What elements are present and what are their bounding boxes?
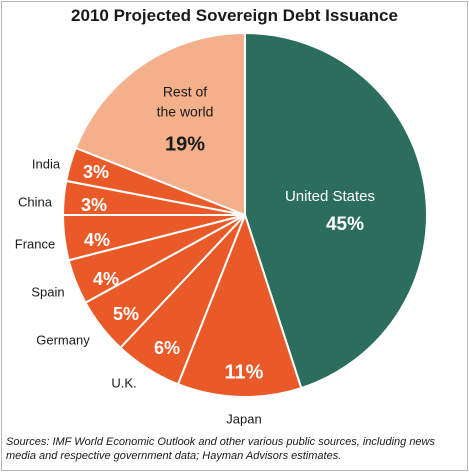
slice-label-united-states: United States bbox=[285, 188, 375, 205]
slice-value-india: 3% bbox=[83, 162, 109, 182]
slice-value-rest-of-the-world: 19% bbox=[165, 133, 205, 155]
slice-label-spain: Spain bbox=[31, 284, 64, 299]
chart-title: 2010 Projected Sovereign Debt Issuance bbox=[71, 6, 398, 25]
slice-value-spain: 4% bbox=[93, 269, 119, 289]
slice-label-u-k: U.K. bbox=[111, 375, 136, 390]
slice-value-china: 3% bbox=[81, 195, 107, 215]
source-note: Sources: IMF World Economic Outlook and … bbox=[6, 436, 435, 462]
slice-label-china: China bbox=[18, 194, 53, 209]
slice-label-rest-of-the-world-line1: Rest of bbox=[163, 84, 207, 100]
slice-value-france: 4% bbox=[84, 230, 110, 250]
slice-label-japan: Japan bbox=[226, 411, 261, 426]
slice-value-united-states: 45% bbox=[326, 214, 364, 235]
slice-label-germany: Germany bbox=[36, 332, 90, 347]
slice-label-india: India bbox=[32, 156, 61, 171]
slice-value-japan: 11% bbox=[225, 361, 264, 383]
pie-slice-rest-of-the-world bbox=[74, 31, 246, 217]
slice-value-germany: 5% bbox=[113, 304, 139, 324]
slice-label-rest-of-the-world-line2: the world bbox=[157, 104, 214, 120]
slice-label-france: France bbox=[15, 236, 55, 251]
pie-slice-japan bbox=[176, 212, 303, 398]
pie-slice-united-states bbox=[244, 31, 428, 390]
slice-value-u-k: 6% bbox=[154, 338, 180, 358]
